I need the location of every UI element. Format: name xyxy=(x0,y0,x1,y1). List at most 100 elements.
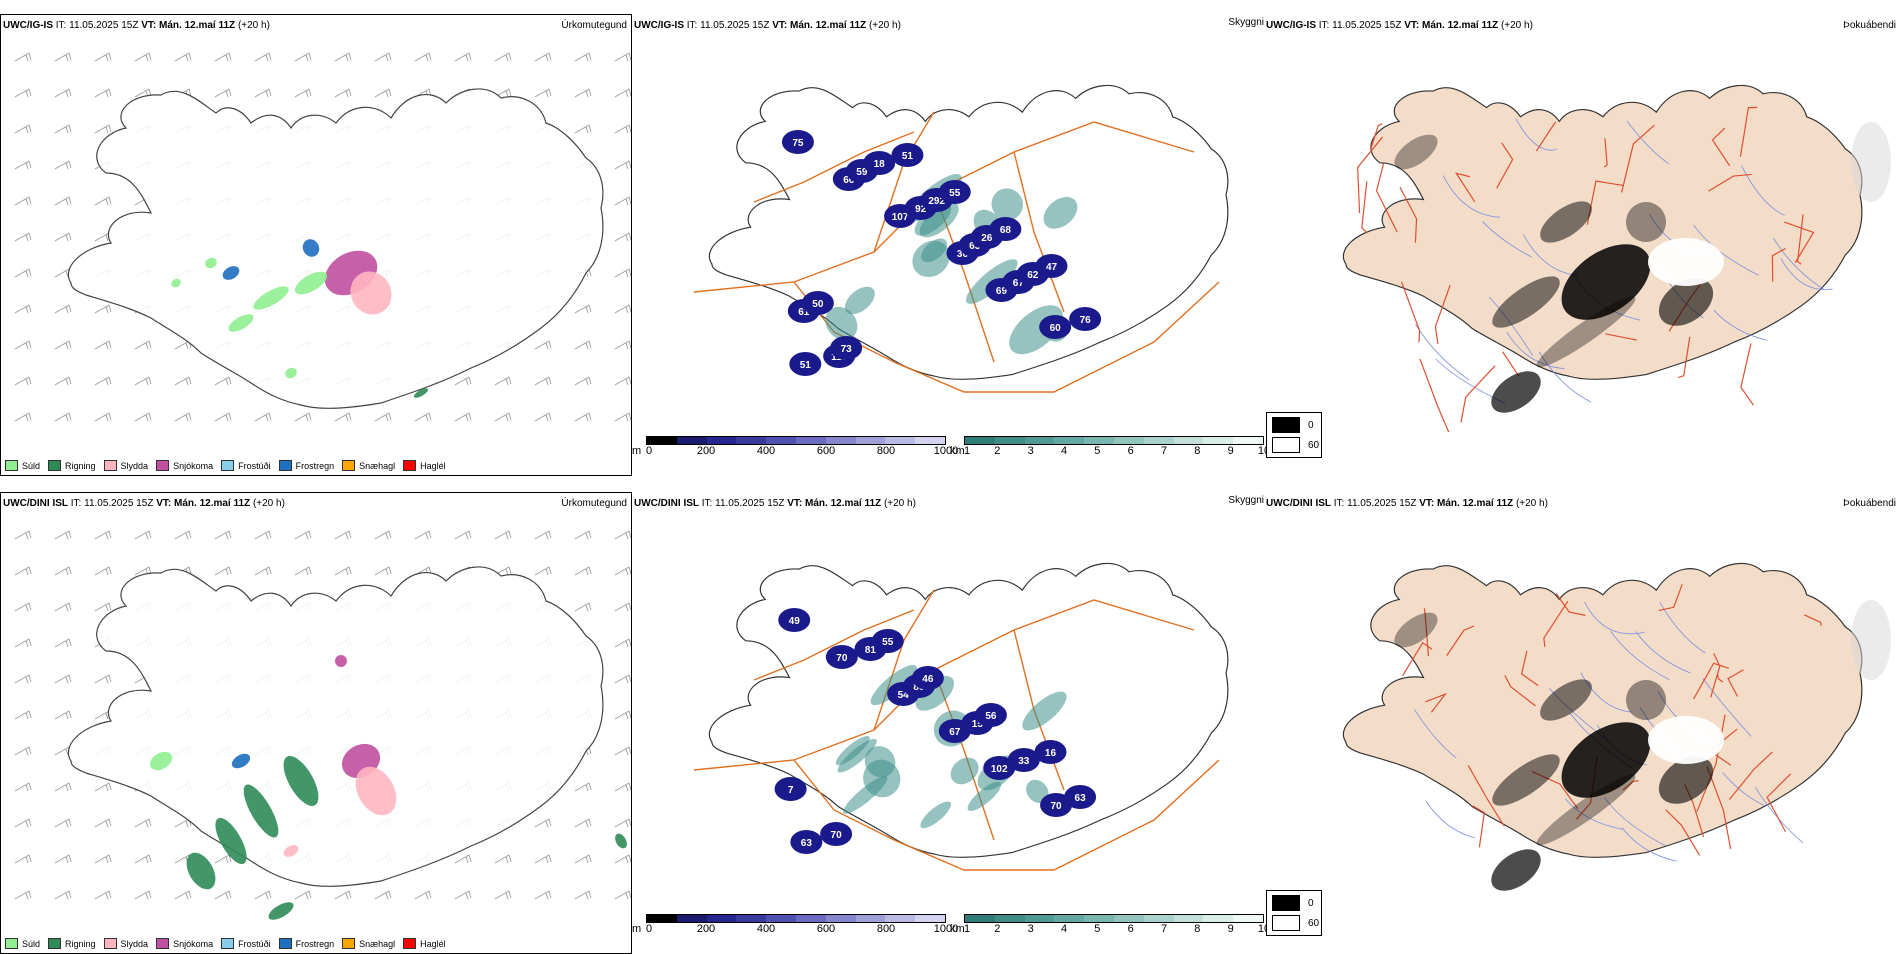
wind-barb-icon xyxy=(294,530,312,540)
cloud-base-value: 55 xyxy=(882,637,894,648)
cloud-map: 7566107366960515992636776116182922662617… xyxy=(693,84,1229,393)
fog-area xyxy=(1492,754,1560,806)
cloud-base-value: 54 xyxy=(898,690,910,701)
cloud-base-value: 67 xyxy=(949,727,961,738)
visibility-area xyxy=(825,306,858,340)
cloud-base-value: 56 xyxy=(985,711,997,722)
wind-barb-icon xyxy=(534,566,552,576)
cloud-base-marker: 7 xyxy=(774,777,807,801)
fog-area xyxy=(1536,296,1636,368)
fog-area xyxy=(1626,202,1666,243)
fog-area xyxy=(1536,774,1636,846)
wind-barb-icon xyxy=(14,854,32,864)
wind-barb-icon xyxy=(174,376,192,386)
wind-barb-icon xyxy=(374,890,392,900)
legend-label: Haglél xyxy=(420,460,446,471)
fog-area xyxy=(1540,201,1592,243)
visibility-area xyxy=(919,202,959,238)
legend-label: Frostúði xyxy=(238,460,271,471)
wind-barb-icon xyxy=(94,340,112,350)
wind-barb-icon xyxy=(94,376,112,386)
wind-barb-icon xyxy=(454,376,472,386)
cloud-base-value: 63 xyxy=(969,241,981,252)
fog-legend-item: 0 xyxy=(1272,417,1314,433)
wind-barb-icon xyxy=(574,412,592,422)
cloud-base-marker: 46 xyxy=(911,666,944,690)
precip-area xyxy=(355,766,397,816)
colorbar-tick: 2 xyxy=(994,445,1001,457)
precip-legend-item: Snæhagl xyxy=(342,938,395,949)
wind-barb-icon xyxy=(254,412,272,422)
cloud-base-marker: 70 xyxy=(820,822,853,846)
colorbar-tick: 4 xyxy=(1060,445,1068,457)
legend-swatch xyxy=(103,460,117,471)
model-name: UWC/IG-IS xyxy=(3,20,53,31)
fog-area xyxy=(1394,134,1438,170)
panel-title: Skyggni xyxy=(1228,495,1264,506)
wind-barb-icon xyxy=(574,602,592,612)
fog-area xyxy=(1658,278,1714,326)
wind-barb-icon xyxy=(574,376,592,386)
colorbar-tick: 200 xyxy=(696,923,716,935)
precip-legend-item: Haglél xyxy=(403,938,446,949)
wind-barb-icon xyxy=(574,124,592,134)
cloud-map: 497054671027063818615336370554656167 xyxy=(693,562,1229,871)
wind-barb-icon xyxy=(214,412,232,422)
colorbar-tick: 8 xyxy=(1194,445,1201,457)
precip-area xyxy=(186,852,216,890)
wind-barb-icon xyxy=(94,818,112,828)
wind-barb-icon xyxy=(14,304,32,314)
cloud-base-marker: 51 xyxy=(891,143,924,167)
wind-barb-icon xyxy=(534,340,552,350)
wind-barb-icon xyxy=(294,412,312,422)
panel-header: UWC/DINI ISL IT: 11.05.2025 15Z VT: Mán.… xyxy=(634,498,916,509)
wind-barb-icon xyxy=(614,52,631,62)
precip-area xyxy=(205,257,217,269)
cloud-base-value: 59 xyxy=(856,167,868,178)
wind-barb-icon xyxy=(54,376,72,386)
precip-legend-item: Frostregn xyxy=(278,460,334,471)
wind-barb-icon xyxy=(534,376,552,386)
wind-barb-icon xyxy=(134,340,152,350)
wind-barb-icon xyxy=(614,890,631,900)
cloud-base-marker: 33 xyxy=(1007,748,1040,772)
wind-barb-icon xyxy=(614,638,631,648)
legend-swatch xyxy=(156,938,170,949)
wind-barb-icon xyxy=(54,854,72,864)
wind-barb-icon xyxy=(574,52,592,62)
wind-barb-icon xyxy=(54,160,72,170)
wind-barb-icon xyxy=(14,52,32,62)
wind-barb-icon xyxy=(614,304,631,314)
wind-barb-icon xyxy=(614,530,631,540)
cloud-base-value: 67 xyxy=(1013,278,1025,289)
wind-barb-icon xyxy=(334,412,352,422)
legend-swatch xyxy=(5,938,18,949)
precip-area xyxy=(350,271,392,315)
panel-header: UWC/DINI ISL IT: 11.05.2025 15Z VT: Mán.… xyxy=(1266,498,1548,509)
fog-area xyxy=(1626,680,1666,720)
precip-legend-item: Rigning xyxy=(48,938,96,949)
legend-label: Frostregn xyxy=(295,938,335,949)
wind-barb-icon xyxy=(14,602,32,612)
wind-barb-icon xyxy=(54,890,72,900)
wind-barb-icon xyxy=(54,674,72,684)
cloud-base-value: 18 xyxy=(874,159,886,170)
wind-barb-icon xyxy=(54,412,72,422)
visibility-area xyxy=(920,801,952,829)
cloud-base-marker: 102 xyxy=(983,756,1016,780)
precip-area xyxy=(171,278,181,288)
wind-barb-icon xyxy=(374,566,392,576)
colorbar-tick: 9 xyxy=(1227,445,1234,457)
wind-barb-icon xyxy=(54,340,72,350)
colorbar-unit: m xyxy=(632,445,642,457)
fog-map xyxy=(1342,84,1891,432)
wind-barb-icon xyxy=(54,710,72,720)
wind-barb-icon xyxy=(614,268,631,278)
cloud-base-value: 75 xyxy=(792,138,804,149)
fog-area xyxy=(1561,722,1651,798)
colorbar-tick: 5 xyxy=(1094,923,1101,935)
wind-barb-icon xyxy=(614,376,631,386)
cloud-base-marker: 75 xyxy=(781,130,814,154)
colorbar-tick: 800 xyxy=(876,923,896,935)
wind-barb-icon xyxy=(494,376,512,386)
